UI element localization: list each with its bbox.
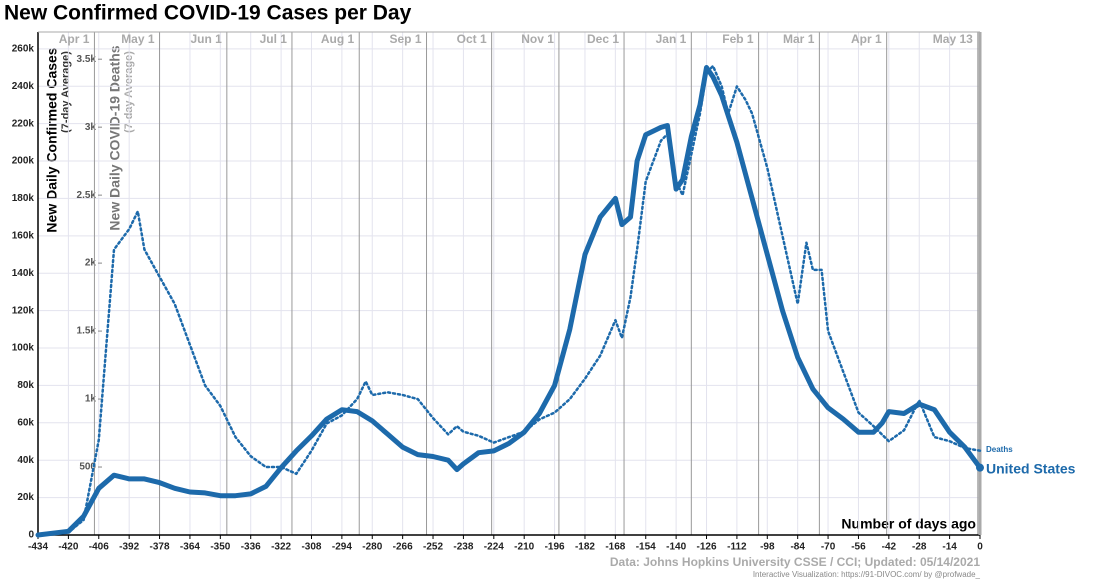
y2-tick-label: 1k — [85, 394, 97, 405]
x-tick-label: -140 — [666, 542, 686, 553]
y-axis-label: New Daily Confirmed Cases — [44, 47, 60, 232]
chart-title: New Confirmed COVID-19 Cases per Day — [4, 2, 412, 25]
credit: Interactive Visualization: https://91-DI… — [753, 570, 981, 579]
series-label: Deaths — [986, 445, 1013, 454]
month-label: Jan 1 — [656, 32, 687, 46]
x-tick-label: 0 — [977, 542, 983, 553]
y-tick-label: 40k — [17, 455, 34, 466]
y2-tick-label: 1.5k — [77, 326, 97, 337]
month-label: Feb 1 — [722, 32, 754, 46]
month-label: Jun 1 — [190, 32, 222, 46]
y2-tick-label: 2k — [85, 258, 97, 269]
x-tick-label: -56 — [851, 542, 866, 553]
y-tick-label: 140k — [12, 268, 35, 279]
y-tick-label: 180k — [12, 193, 35, 204]
y-tick-label: 60k — [17, 417, 34, 428]
month-label: Apr 1 — [851, 32, 882, 46]
x-tick-label: -224 — [484, 542, 504, 553]
y-tick-label: 160k — [12, 230, 35, 241]
x-tick-label: -98 — [760, 542, 775, 553]
x-tick-label: -364 — [180, 542, 200, 553]
y-tick-label: 240k — [12, 81, 35, 92]
x-tick-label: -70 — [821, 542, 836, 553]
x-tick-label: -294 — [332, 542, 352, 553]
y-tick-label: 260k — [12, 43, 35, 54]
y-tick-label: 20k — [17, 492, 34, 503]
y2-tick-label: 500 — [79, 462, 96, 473]
x-tick-label: -392 — [119, 542, 139, 553]
x-tick-label: -168 — [605, 542, 625, 553]
x-tick-label: -112 — [727, 542, 747, 553]
x-tick-label: -350 — [210, 542, 230, 553]
month-label: Nov 1 — [521, 32, 554, 46]
x-tick-label: -14 — [942, 542, 957, 553]
x-tick-label: -252 — [423, 542, 443, 553]
month-label: Mar 1 — [783, 32, 815, 46]
month-label: Jul 1 — [260, 32, 288, 46]
x-tick-label: -336 — [241, 542, 261, 553]
x-tick-label: -308 — [301, 542, 321, 553]
y-tick-label: 0 — [28, 530, 34, 541]
y2-axis-label: New Daily COVID-19 Deaths — [107, 45, 123, 230]
source: Data: Johns Hopkins University CSSE / CC… — [610, 555, 980, 569]
y-tick-label: 120k — [12, 305, 35, 316]
end-dot — [976, 463, 984, 472]
month-label: Aug 1 — [321, 32, 355, 46]
y-tick-label: 100k — [12, 343, 35, 354]
x-tick-label: -42 — [882, 542, 897, 553]
series-line — [36, 64, 982, 537]
x-tick-label: -434 — [28, 542, 48, 553]
x-axis-label: Number of days ago — [841, 516, 976, 532]
x-tick-label: -420 — [58, 542, 78, 553]
x-tick-label: -238 — [453, 542, 473, 553]
x-tick-label: -182 — [575, 542, 595, 553]
x-tick-label: -406 — [89, 542, 109, 553]
y2-tick-label: 3k — [85, 122, 97, 133]
x-tick-label: -210 — [514, 542, 534, 553]
x-tick-label: -378 — [150, 542, 170, 553]
month-label: May 13 — [933, 32, 973, 46]
y-tick-label: 200k — [12, 156, 35, 167]
y-tick-label: 220k — [12, 118, 35, 129]
x-tick-label: -322 — [271, 542, 291, 553]
y-axis-sublabel: (7-day Average) — [60, 51, 72, 133]
month-label: Oct 1 — [457, 32, 487, 46]
y-tick-label: 80k — [17, 380, 34, 391]
month-label: Dec 1 — [587, 32, 619, 46]
x-tick-label: -266 — [393, 542, 413, 553]
month-label: Sep 1 — [390, 32, 422, 46]
x-tick-label: -154 — [636, 542, 656, 553]
series-line — [35, 65, 983, 538]
x-tick-label: -280 — [362, 542, 382, 553]
month-label: Apr 1 — [59, 32, 90, 46]
y2-tick-label: 2.5k — [77, 190, 97, 201]
series-label: United States — [986, 460, 1076, 476]
month-label: May 1 — [121, 32, 155, 46]
x-tick-label: -126 — [697, 542, 717, 553]
x-tick-label: -28 — [912, 542, 927, 553]
y2-tick-label: 3.5k — [77, 54, 97, 65]
x-tick-label: -196 — [545, 542, 565, 553]
x-tick-label: -84 — [790, 542, 805, 553]
